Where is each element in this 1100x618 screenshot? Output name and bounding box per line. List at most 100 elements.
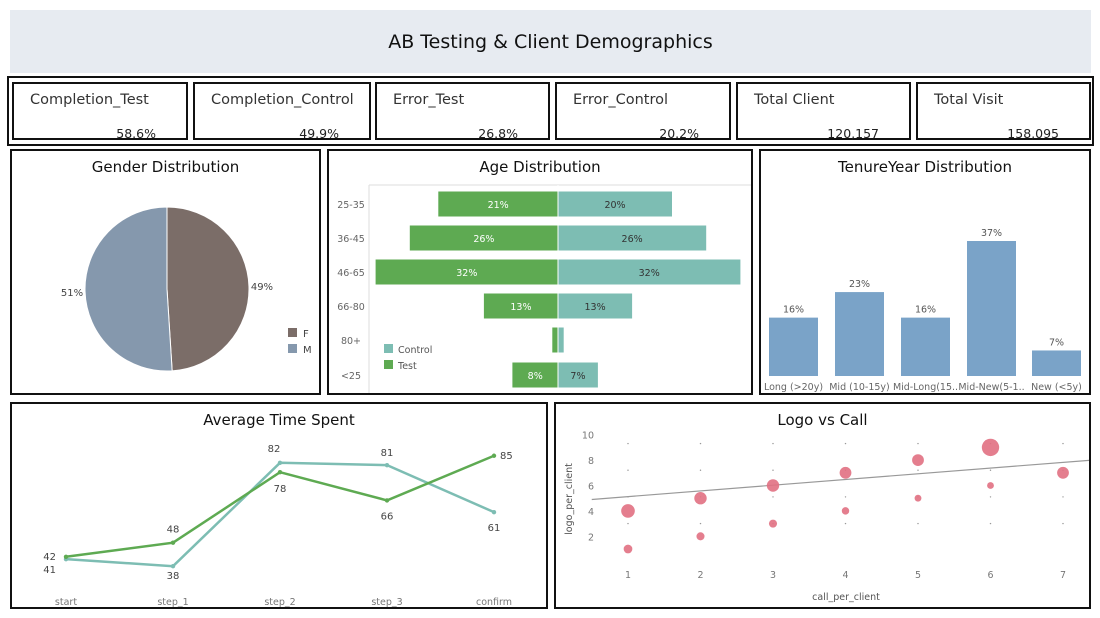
dashboard-title: AB Testing & Client Demographics — [388, 30, 713, 53]
grid-dot — [627, 442, 629, 445]
line-point-label: 82 — [268, 444, 281, 455]
bar-control-<25 — [558, 362, 598, 388]
bar-control-label: 32% — [639, 268, 660, 279]
legend-swatch-control — [384, 344, 393, 353]
grid-dot — [699, 522, 702, 525]
age-category-label: <25 — [341, 371, 361, 382]
bar-control-label: 13% — [584, 302, 605, 313]
grid-dot — [1062, 522, 1064, 525]
x-tick-label: 2 — [697, 570, 703, 581]
bar-test-label: 32% — [456, 268, 477, 279]
line-point — [491, 453, 497, 458]
line-point — [277, 460, 283, 465]
bar-control-label: 26% — [622, 234, 643, 245]
grid-dot — [772, 442, 774, 445]
line-point-label: 66 — [381, 511, 394, 522]
pie-slice-label: 51% — [61, 288, 83, 299]
gender-chart-title: Gender Distribution — [91, 158, 240, 176]
y-tick-label: 6 — [588, 482, 594, 493]
grid-dot — [917, 442, 919, 445]
tenure-bar — [901, 317, 950, 376]
age-chart-title: Age Distribution — [479, 158, 601, 176]
kpi-value: 49.9% — [299, 126, 339, 141]
trendline — [591, 459, 1089, 501]
legend-swatch-f — [288, 328, 297, 337]
scatter-point — [914, 494, 922, 502]
kpi-value: 20.2% — [659, 126, 699, 141]
line-point-label: 38 — [167, 571, 180, 582]
legend-swatch-m — [288, 344, 297, 353]
tenure-category-label: Long (>20y) — [764, 382, 823, 393]
x-tick-label: 5 — [915, 570, 921, 581]
kpi-card-completion-test: Completion_Test 58.6% — [12, 82, 188, 141]
tenure-bar — [1032, 350, 1081, 376]
x-tick-label: 4 — [842, 570, 848, 581]
kpi-label: Total Client — [754, 92, 835, 108]
y-tick-label: 10 — [582, 431, 594, 442]
kpi-card-total-visit: Total Visit 158,095 — [916, 82, 1091, 141]
legend-label-m: M — [303, 345, 312, 356]
grid-dot — [844, 442, 847, 445]
bar-test-label: 8% — [528, 371, 543, 382]
tenure-bar — [835, 292, 884, 376]
kpi-card-completion-control: Completion_Control 49.9% — [193, 82, 371, 141]
tenure-panel: TenureYear Distribution 16% Long (>20y) 23… — [759, 149, 1091, 395]
time-chart-title: Average Time Spent — [203, 411, 355, 429]
age-category-label: 25-35 — [337, 200, 365, 211]
line-point-label: 42 — [43, 552, 56, 563]
y-axis-label: logo_per_client — [564, 463, 575, 535]
grid-dot — [917, 522, 919, 525]
grid-dot — [917, 469, 919, 471]
y-tick-label: 4 — [588, 507, 594, 518]
logo-scatter-chart: 1 2 3 4 5 6 7 2 4 6 8 10 call_per_client logo_per_cli… — [564, 431, 1089, 603]
x-tick-label: 6 — [987, 570, 993, 581]
gender-panel: Gender Distribution 49% 51% F M — [10, 149, 321, 395]
legend-label-f: F — [303, 329, 309, 340]
kpi-label: Error_Test — [393, 92, 465, 108]
line-point — [170, 540, 176, 545]
legend-swatch-test — [384, 360, 393, 369]
age-category-label: 46-65 — [337, 268, 365, 279]
tenure-bar-label: 16% — [915, 305, 936, 316]
kpi-label: Completion_Control — [211, 92, 354, 108]
bar-control-25-35 — [558, 191, 672, 217]
line-point — [491, 509, 497, 515]
line-point-label: 61 — [488, 523, 501, 534]
line-point — [63, 554, 69, 559]
dashboard-header: AB Testing & Client Demographics — [10, 10, 1091, 73]
grid-dot — [772, 496, 774, 498]
pie-slice-f — [166, 206, 250, 372]
kpi-row: Completion_Test 58.6% Completion_Control… — [7, 76, 1094, 146]
bar-control-46-65 — [558, 259, 741, 285]
line-point-label: 85 — [500, 451, 513, 462]
scatter-point — [766, 479, 780, 492]
grid-dot — [844, 522, 847, 525]
scatter-point — [841, 507, 850, 515]
scatter-point — [696, 532, 705, 541]
grid-dot — [772, 469, 774, 471]
kpi-value: 120,157 — [827, 126, 879, 141]
tenure-bar-label: 7% — [1049, 337, 1064, 348]
pie-slice-label: 49% — [251, 282, 273, 293]
line-series-control — [65, 461, 495, 568]
kpi-value: 158,095 — [1007, 126, 1059, 141]
age-category-label: 66-80 — [337, 302, 365, 313]
x-tick-label: 7 — [1060, 570, 1066, 581]
tenure-bar — [769, 317, 818, 376]
x-tick-label: 1 — [625, 570, 631, 581]
tenure-bar-label: 16% — [783, 305, 804, 316]
time-category-label: confirm — [476, 597, 512, 607]
grid-dot — [1062, 496, 1064, 498]
time-category-label: step_3 — [371, 597, 402, 607]
scatter-point — [621, 504, 635, 518]
kpi-value: 26.8% — [478, 126, 518, 141]
grid-dot — [989, 496, 992, 498]
legend-label-control: Control — [398, 345, 432, 356]
kpi-card-error-control: Error_Control 20.2% — [555, 82, 731, 141]
pie-slice-m — [84, 206, 173, 372]
grid-dot — [627, 469, 629, 471]
y-tick-label: 2 — [588, 532, 594, 543]
bar-test-label: 13% — [510, 302, 531, 313]
bar-test-46-65 — [375, 259, 558, 285]
bar-test-<25 — [512, 362, 558, 388]
